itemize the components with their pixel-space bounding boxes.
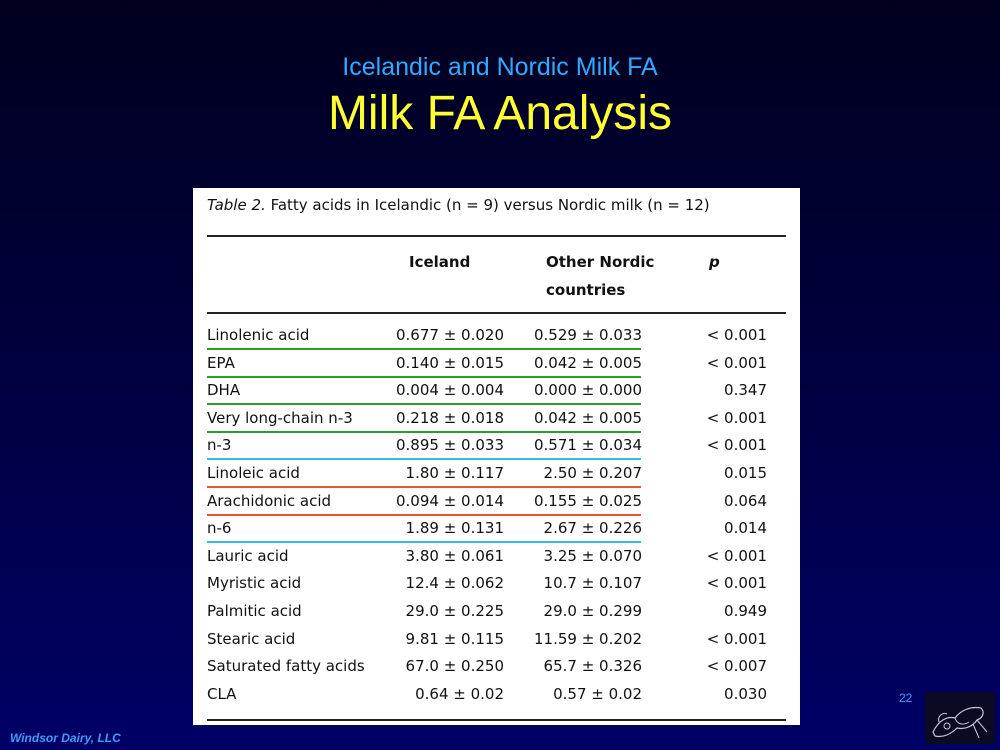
iceland-value: 0.094 ± 0.014	[396, 491, 504, 510]
nordic-value: 0.571 ± 0.034	[534, 436, 642, 455]
iceland-value: 1.80 ± 0.117	[405, 464, 504, 482]
nordic-value: 0.042 ± 0.005	[534, 408, 642, 427]
p-value: < 0.007	[706, 657, 767, 676]
iceland-value: 0.677 ± 0.020	[396, 326, 504, 344]
nordic-value: 10.7 ± 0.107	[543, 574, 642, 593]
table-top-rule	[207, 235, 786, 237]
table-row: DHA 0.004 ± 0.004 0.000 ± 0.000 0.347	[193, 379, 800, 406]
fatty-acid-name: Linolenic acid	[207, 326, 310, 344]
table-row: Arachidonic acid 0.094 ± 0.014 0.155 ± 0.0…	[193, 490, 800, 517]
table-row: n-3 0.895 ± 0.033 0.571 ± 0.034 < 0.001	[193, 434, 800, 461]
fatty-acid-name: Lauric acid	[207, 546, 289, 565]
table-row: Palmitic acid 29.0 ± 0.225 29.0 ± 0.299 0.9…	[193, 600, 800, 627]
header-other-nordic: Other Nordic	[546, 253, 655, 271]
iceland-value: 1.89 ± 0.131	[405, 519, 504, 538]
slide-title: Milk FA Analysis	[327, 87, 673, 140]
fatty-acid-name: Stearic acid	[207, 629, 296, 648]
table-bottom-rule	[207, 719, 786, 721]
iceland-value: 0.218 ± 0.018	[396, 408, 504, 427]
p-value: < 0.001	[706, 546, 767, 565]
p-value: < 0.001	[706, 629, 767, 648]
fatty-acid-name: Myristic acid	[207, 574, 302, 593]
fatty-acid-name: EPA	[207, 353, 235, 372]
fatty-acid-name: Saturated fatty acids	[207, 657, 365, 676]
highlight-underline	[207, 403, 641, 406]
fatty-acid-name: DHA	[207, 381, 241, 400]
nordic-value: 0.155 ± 0.025	[534, 491, 642, 510]
nordic-value: 65.7 ± 0.326	[543, 657, 642, 676]
table-row: Very long-chain n-3 0.218 ± 0.018 0.042 ± …	[193, 407, 800, 434]
fatty-acid-name: Arachidonic acid	[207, 491, 332, 510]
p-value: 0.014	[724, 519, 767, 538]
p-value: < 0.001	[706, 408, 767, 427]
slide-subtitle: Icelandic and Nordic Milk FA	[342, 53, 658, 81]
nordic-value: 2.67 ± 0.226	[543, 519, 642, 538]
fatty-acid-name: Palmitic acid	[207, 602, 302, 620]
nordic-value: 0.529 ± 0.033	[534, 326, 642, 344]
fatty-acid-name: CLA	[207, 684, 237, 703]
nordic-value: 11.59 ± 0.202	[534, 629, 642, 648]
fatty-acid-name: n-3	[207, 436, 232, 455]
table-row: Stearic acid 9.81 ± 0.115 11.59 ± 0.202 < 0…	[193, 628, 800, 655]
header-countries: countries	[546, 281, 626, 299]
p-value: < 0.001	[706, 436, 767, 455]
fatty-acid-name: Linoleic acid	[207, 464, 300, 482]
highlight-underline	[207, 348, 641, 350]
highlight-underline	[207, 486, 641, 488]
table-row: Linolenic acid 0.677 ± 0.020 0.529 ± 0.033…	[193, 324, 800, 351]
nordic-value: 3.25 ± 0.070	[543, 546, 642, 565]
iceland-value: 0.004 ± 0.004	[396, 381, 504, 400]
nordic-value: 0.57 ± 0.02	[553, 684, 642, 703]
nordic-value: 0.000 ± 0.000	[534, 381, 642, 400]
highlight-underline	[207, 513, 641, 516]
footer-company: Windsor Dairy, LLC	[10, 731, 121, 745]
header-bottom-rule	[207, 312, 786, 314]
p-value: < 0.001	[706, 326, 767, 344]
iceland-value: 67.0 ± 0.250	[405, 657, 504, 676]
table-row: Myristic acid 12.4 ± 0.062 10.7 ± 0.107 < 0…	[193, 572, 800, 599]
table-caption-text: Fatty acids in Icelandic (n = 9) versus …	[270, 196, 710, 214]
nordic-value: 2.50 ± 0.207	[543, 464, 642, 482]
header-iceland: Iceland	[409, 253, 471, 271]
table-caption-label: Table 2.	[207, 196, 266, 214]
table-row: n-6 1.89 ± 0.131 2.67 ± 0.226 0.014	[193, 517, 800, 544]
table-row: Saturated fatty acids 67.0 ± 0.250 65.7 ± …	[193, 655, 800, 682]
highlight-underline	[207, 430, 641, 433]
table-row: Lauric acid 3.80 ± 0.061 3.25 ± 0.070 < 0.0…	[193, 545, 800, 572]
table-row: EPA 0.140 ± 0.015 0.042 ± 0.005 < 0.001	[193, 352, 800, 379]
iceland-value: 29.0 ± 0.225	[405, 602, 504, 620]
p-value: 0.015	[724, 464, 767, 482]
nordic-value: 29.0 ± 0.299	[543, 602, 642, 620]
table-panel: Table 2. Fatty acids in Icelandic (n = 9…	[193, 188, 800, 725]
table-caption: Table 2. Fatty acids in Icelandic (n = 9…	[207, 196, 710, 214]
p-value: 0.949	[724, 602, 767, 620]
iceland-value: 0.895 ± 0.033	[396, 436, 504, 455]
iceland-value: 3.80 ± 0.061	[405, 546, 504, 565]
highlight-underline	[207, 375, 641, 378]
highlight-underline	[207, 458, 641, 461]
p-value: 0.064	[724, 491, 767, 510]
fatty-acid-name: Very long-chain n-3	[207, 408, 353, 427]
cow-sketch-icon	[925, 692, 995, 744]
iceland-value: 12.4 ± 0.062	[405, 574, 504, 593]
iceland-value: 9.81 ± 0.115	[405, 629, 504, 648]
fatty-acid-name: n-6	[207, 519, 232, 538]
p-value: 0.347	[724, 381, 767, 400]
p-value: < 0.001	[706, 353, 767, 372]
nordic-value: 0.042 ± 0.005	[534, 353, 642, 372]
highlight-underline	[207, 541, 641, 544]
iceland-value: 0.140 ± 0.015	[396, 353, 504, 372]
p-value: 0.030	[724, 684, 767, 703]
table-row: CLA 0.64 ± 0.02 0.57 ± 0.02 0.030	[193, 683, 800, 710]
iceland-value: 0.64 ± 0.02	[415, 684, 504, 703]
header-p-value: p	[709, 253, 720, 271]
table-row: Linoleic acid 1.80 ± 0.117 2.50 ± 0.207 0.0…	[193, 462, 800, 489]
p-value: < 0.001	[706, 574, 767, 593]
page-number: 22	[899, 691, 913, 705]
